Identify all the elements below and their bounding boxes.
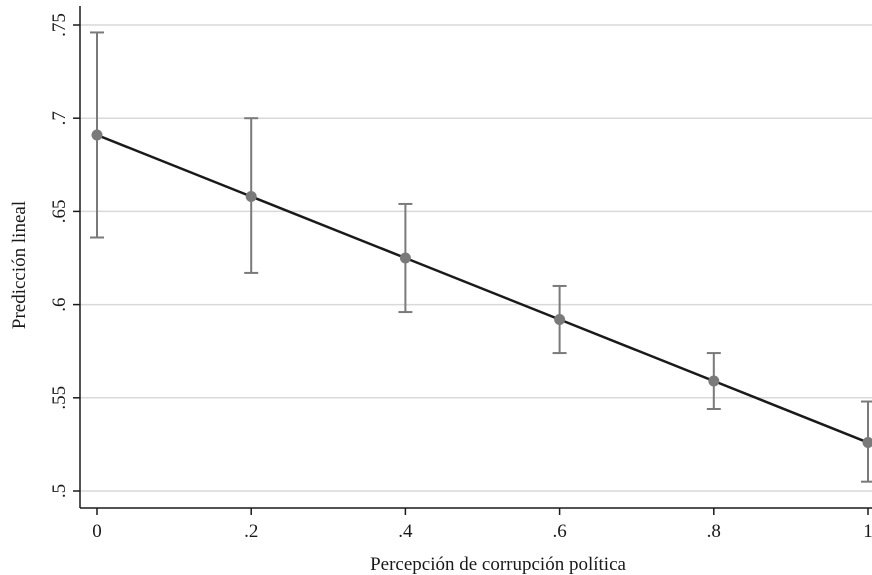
y-tick-label-3: .65 xyxy=(49,200,70,224)
y-tick-label-5: .75 xyxy=(49,13,70,37)
data-point-4 xyxy=(708,375,720,387)
y-tick-label-4: .7 xyxy=(49,111,70,125)
y-ticks: .5 .55 .6 .65 .7 .75 xyxy=(49,13,80,498)
data-point-2 xyxy=(399,252,411,264)
y-tick-label-0: .5 xyxy=(49,484,70,498)
grid-lines xyxy=(80,24,872,492)
data-point-3 xyxy=(554,314,566,326)
x-tick-label-4: .8 xyxy=(707,521,721,542)
y-tick-label-1: .55 xyxy=(49,386,70,410)
data-point-0 xyxy=(91,129,103,141)
error-bars xyxy=(90,31,872,483)
y-axis-title: Predicción lineal xyxy=(9,201,30,329)
y-tick-label-2: .6 xyxy=(49,297,70,311)
data-points xyxy=(91,129,872,449)
x-tick-label-5: 1 xyxy=(863,521,872,542)
x-tick-label-2: .4 xyxy=(398,521,413,542)
data-point-5 xyxy=(862,437,872,449)
x-ticks: 0 .2 .4 .6 .8 1 xyxy=(92,508,872,542)
series-line xyxy=(96,133,869,444)
x-tick-label-1: .2 xyxy=(244,521,258,542)
x-tick-label-0: 0 xyxy=(92,521,102,542)
x-tick-label-3: .6 xyxy=(552,521,566,542)
series-line-group xyxy=(96,133,869,444)
axes xyxy=(79,6,872,509)
x-axis-title: Percepción de corrupción política xyxy=(370,554,626,575)
data-point-1 xyxy=(245,190,257,202)
